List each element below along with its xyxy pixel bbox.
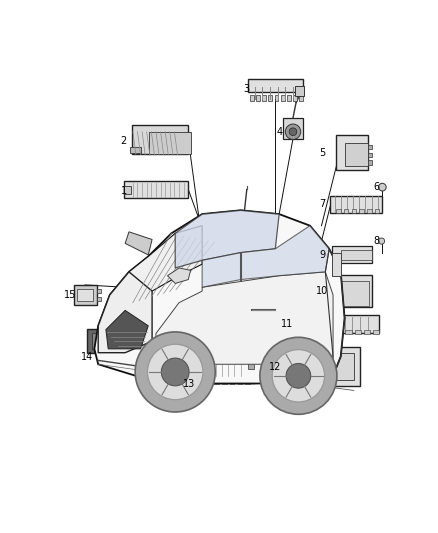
Polygon shape bbox=[125, 232, 152, 255]
Bar bbox=[302, 315, 379, 334]
Circle shape bbox=[260, 337, 337, 414]
Text: 9: 9 bbox=[319, 250, 325, 260]
Polygon shape bbox=[156, 272, 333, 364]
Bar bbox=[344, 209, 349, 213]
Bar bbox=[283, 118, 303, 140]
Bar bbox=[293, 95, 297, 101]
Text: 3: 3 bbox=[244, 84, 250, 94]
Bar bbox=[88, 329, 112, 353]
Bar bbox=[92, 334, 107, 349]
Text: 7: 7 bbox=[319, 199, 325, 209]
Bar bbox=[359, 209, 364, 213]
Bar bbox=[333, 275, 371, 308]
Text: 8: 8 bbox=[373, 236, 379, 246]
Bar bbox=[367, 152, 372, 157]
Bar bbox=[308, 329, 314, 334]
Bar bbox=[330, 196, 382, 213]
Bar bbox=[97, 296, 101, 301]
Bar bbox=[367, 145, 372, 149]
Bar bbox=[148, 133, 191, 154]
Bar bbox=[132, 125, 187, 154]
Circle shape bbox=[289, 128, 297, 135]
Bar bbox=[256, 95, 260, 101]
Text: 1: 1 bbox=[120, 186, 127, 196]
Bar bbox=[299, 95, 303, 101]
Bar bbox=[367, 160, 372, 165]
Bar bbox=[215, 379, 219, 384]
Bar bbox=[340, 281, 369, 306]
Circle shape bbox=[378, 238, 385, 244]
Polygon shape bbox=[167, 268, 191, 284]
Bar bbox=[245, 379, 250, 384]
Circle shape bbox=[148, 344, 203, 400]
Bar bbox=[262, 95, 266, 101]
Text: 14: 14 bbox=[81, 352, 93, 361]
Bar bbox=[207, 379, 212, 384]
Text: 10: 10 bbox=[316, 286, 328, 296]
Circle shape bbox=[285, 124, 301, 140]
Bar bbox=[355, 329, 361, 334]
Text: 5: 5 bbox=[319, 148, 325, 158]
Circle shape bbox=[378, 183, 386, 191]
Bar bbox=[336, 209, 341, 213]
Bar bbox=[250, 95, 254, 101]
Bar bbox=[124, 181, 187, 198]
Polygon shape bbox=[175, 210, 279, 268]
Bar bbox=[346, 329, 352, 334]
Bar bbox=[374, 209, 379, 213]
Bar bbox=[332, 246, 372, 263]
Bar bbox=[97, 289, 101, 294]
Polygon shape bbox=[98, 272, 152, 353]
Bar bbox=[74, 285, 97, 305]
Bar bbox=[237, 379, 242, 384]
Bar bbox=[222, 379, 227, 384]
Text: 2: 2 bbox=[120, 136, 127, 146]
Bar bbox=[208, 352, 246, 377]
Text: 4: 4 bbox=[276, 127, 282, 137]
Bar bbox=[230, 379, 234, 384]
Polygon shape bbox=[106, 310, 148, 349]
Circle shape bbox=[135, 332, 215, 412]
Bar bbox=[268, 95, 272, 101]
Text: 15: 15 bbox=[64, 290, 76, 300]
Polygon shape bbox=[202, 225, 329, 287]
Bar bbox=[287, 348, 360, 386]
Polygon shape bbox=[129, 225, 202, 303]
Text: 12: 12 bbox=[269, 361, 282, 372]
Bar bbox=[275, 95, 279, 101]
Bar bbox=[201, 363, 208, 369]
Bar bbox=[294, 86, 304, 95]
Bar bbox=[327, 329, 333, 334]
Bar bbox=[364, 329, 370, 334]
Circle shape bbox=[286, 364, 311, 388]
Polygon shape bbox=[94, 210, 345, 384]
Bar bbox=[341, 249, 371, 260]
Circle shape bbox=[320, 363, 328, 370]
Text: 6: 6 bbox=[373, 182, 379, 192]
Bar bbox=[336, 329, 342, 334]
Bar bbox=[336, 135, 368, 170]
Circle shape bbox=[272, 350, 325, 402]
Bar bbox=[199, 346, 254, 383]
Bar bbox=[373, 329, 379, 334]
Bar bbox=[281, 95, 285, 101]
Bar bbox=[318, 329, 324, 334]
Bar bbox=[294, 353, 354, 380]
Bar bbox=[78, 289, 93, 301]
Bar bbox=[352, 209, 356, 213]
Bar bbox=[247, 363, 254, 369]
Text: 13: 13 bbox=[183, 378, 195, 389]
Text: 11: 11 bbox=[281, 319, 293, 329]
Bar bbox=[247, 78, 303, 92]
Bar bbox=[130, 147, 141, 154]
Circle shape bbox=[161, 358, 189, 386]
Bar bbox=[124, 187, 131, 194]
Bar bbox=[287, 95, 291, 101]
Bar bbox=[332, 253, 341, 276]
Bar bbox=[345, 143, 367, 166]
Bar bbox=[367, 209, 371, 213]
